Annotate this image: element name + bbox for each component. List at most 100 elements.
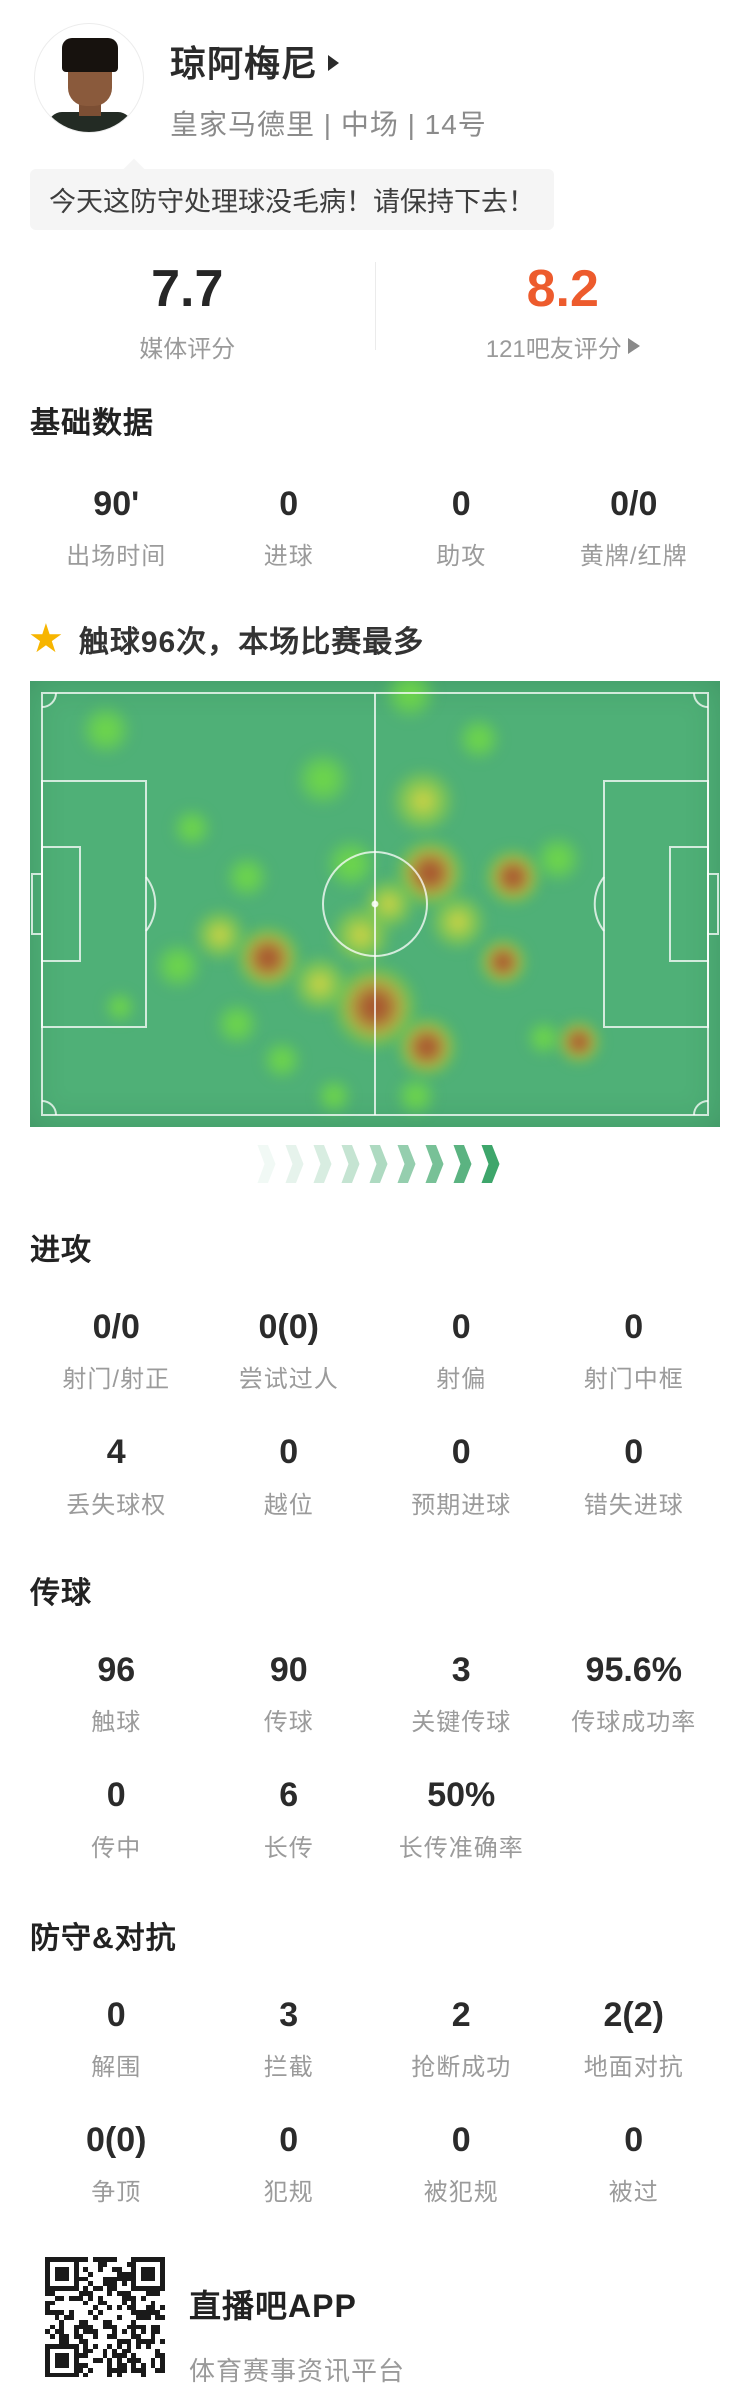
player-header: 琼阿梅尼 皇家马德里 | 中场 | 14号: [0, 0, 750, 143]
stat-cell: 2 抢断成功: [375, 1997, 548, 2082]
stat-label: 犯规: [203, 2172, 376, 2207]
stat-label: 被犯规: [375, 2172, 548, 2207]
stat-label: 助攻: [375, 536, 548, 571]
highlight-text: 触球96次，本场比赛最多: [79, 617, 424, 661]
qr-code: [45, 2257, 165, 2377]
stat-cell: [548, 1777, 721, 1862]
stat-label: 抢断成功: [375, 2047, 548, 2082]
stat-label: 争顶: [30, 2172, 203, 2207]
stat-label: 长传: [203, 1828, 376, 1863]
stat-value: 50%: [375, 1777, 548, 1814]
chevron-icon: [251, 1145, 276, 1183]
avatar-hair: [62, 38, 118, 72]
stat-label: 进球: [203, 536, 376, 571]
comment-banner: 今天这防守处理球没毛病！请保持下去！: [30, 169, 554, 230]
stat-label: 射门/射正: [30, 1359, 203, 1394]
section-title: 防守&对抗: [30, 1913, 750, 1957]
chevron-icon: [307, 1145, 332, 1183]
stat-cell: 0 预期进球: [375, 1434, 548, 1519]
stat-value: 3: [203, 1997, 376, 2034]
section-title: 传球: [30, 1568, 750, 1612]
stat-value: 0: [203, 1434, 376, 1471]
stat-cell: 0(0)争顶: [30, 2122, 203, 2207]
stat-value: 0: [375, 1434, 548, 1471]
stat-label: 黄牌/红牌: [548, 536, 721, 571]
pitch-lines: [30, 681, 720, 1127]
chevron-icon: [335, 1145, 360, 1183]
stat-value: 90': [30, 486, 203, 523]
stat-label: 预期进球: [375, 1485, 548, 1520]
stat-cell: 90 传球: [203, 1652, 376, 1737]
stat-value: 4: [30, 1434, 203, 1471]
stat-value: 0: [30, 1777, 203, 1814]
stat-label: 地面对抗: [548, 2047, 721, 2082]
fan-rating-value: 8.2: [376, 262, 750, 317]
stat-cell: 0 犯规: [203, 2122, 376, 2207]
stat-label: 传中: [30, 1828, 203, 1863]
stat-value: 90: [203, 1652, 376, 1689]
stat-label: 传球成功率: [548, 1702, 721, 1737]
player-meta: 皇家马德里 | 中场 | 14号: [170, 103, 487, 143]
app-name: 直播吧APP: [189, 2281, 405, 2327]
touch-heatmap: [30, 681, 720, 1127]
stat-cell: 50% 长传准确率: [375, 1777, 548, 1862]
fan-rating[interactable]: 8.2 121吧友评分: [376, 256, 750, 364]
player-name-link[interactable]: 琼阿梅尼: [170, 35, 487, 87]
chevron-icon: [419, 1145, 444, 1183]
stat-label: 传球: [203, 1702, 376, 1737]
chevron-icon: [475, 1145, 500, 1183]
stat-cell: 2(2)地面对抗: [548, 1997, 721, 2082]
stat-cell: 0 错失进球: [548, 1434, 721, 1519]
stat-cell: 4 丢失球权: [30, 1434, 203, 1519]
stat-value: 6: [203, 1777, 376, 1814]
stat-label: 错失进球: [548, 1485, 721, 1520]
stat-value: 0(0): [203, 1309, 376, 1346]
stat-value: 0/0: [30, 1309, 203, 1346]
stat-cell: 0 被过: [548, 2122, 721, 2207]
stat-cell: 0/0 黄牌/红牌: [548, 486, 721, 571]
chevron-icon: [447, 1145, 472, 1183]
chevron-icon: [391, 1145, 416, 1183]
stat-cell: 0(0) 尝试过人: [203, 1309, 376, 1394]
stat-value: 2: [375, 1997, 548, 2034]
stat-value: 0: [548, 2122, 721, 2159]
section-title: 进攻: [30, 1225, 750, 1269]
stat-value: 96: [30, 1652, 203, 1689]
stat-label: 被过: [548, 2172, 721, 2207]
app-footer: 直播吧APP 体育赛事资讯平台: [45, 2257, 750, 2388]
stat-cell: 0 进球: [203, 486, 376, 571]
stat-value: 0: [203, 2122, 376, 2159]
chevron-strip: [0, 1145, 750, 1183]
stat-value: 0: [548, 1434, 721, 1471]
ratings-row: 7.7 媒体评分 8.2 121吧友评分: [0, 256, 750, 364]
stat-value: 0/0: [548, 486, 721, 523]
stat-value: 0: [203, 486, 376, 523]
highlight-line: ★ 触球96次，本场比赛最多: [28, 617, 750, 661]
stat-value: 0: [30, 1997, 203, 2034]
stat-label: 尝试过人: [203, 1359, 376, 1394]
chevron-icon: [363, 1145, 388, 1183]
stat-label: 长传准确率: [375, 1828, 548, 1863]
arrow-right-icon: [628, 338, 640, 354]
chevron-right-icon: [328, 55, 339, 71]
stat-value: 0: [375, 1309, 548, 1346]
stat-label: 丢失球权: [30, 1485, 203, 1520]
